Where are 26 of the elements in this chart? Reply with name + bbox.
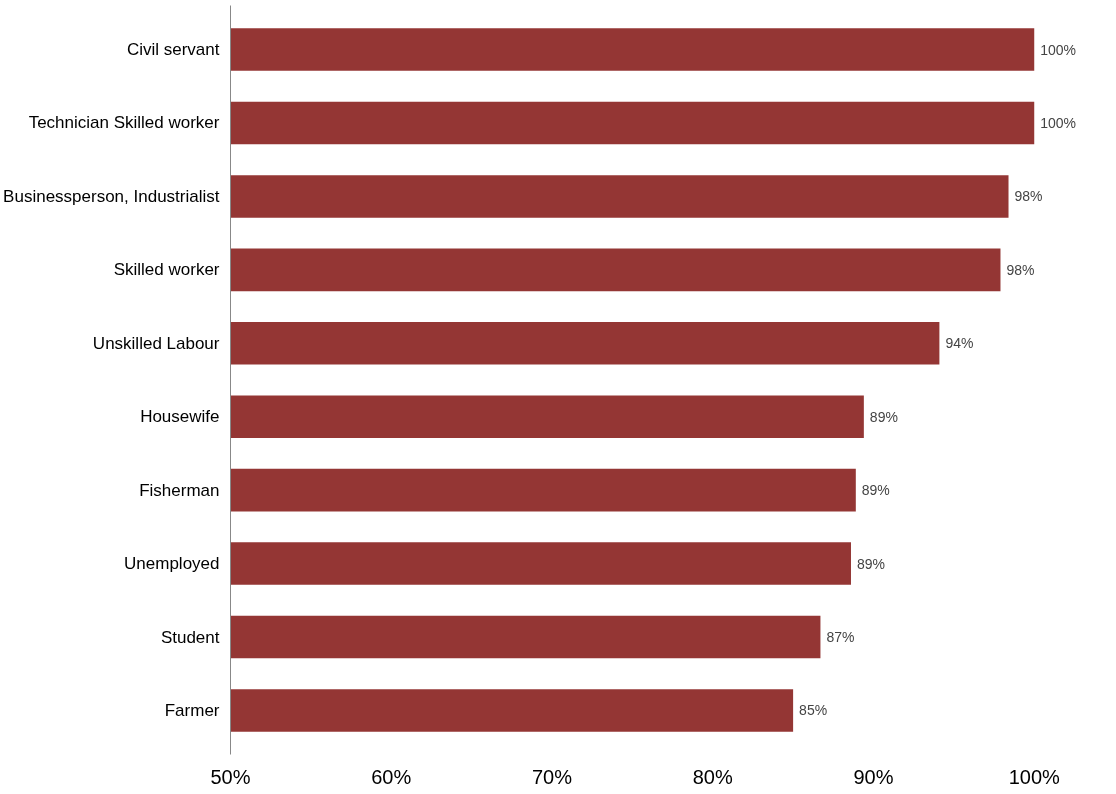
data-label: 100% — [1040, 114, 1077, 131]
data-label: 85% — [799, 702, 828, 719]
data-label: 98% — [1014, 188, 1043, 205]
data-label: 87% — [826, 629, 855, 646]
y-tick-label: Skilled worker — [113, 260, 220, 280]
x-tick-label: 80% — [692, 765, 733, 788]
data-label: 89% — [861, 482, 890, 499]
data-label: 94% — [945, 335, 974, 352]
y-tick-label: Unemployed — [124, 554, 220, 574]
data-label: 98% — [1006, 261, 1035, 278]
y-tick-label: Student — [160, 627, 220, 647]
y-tick-label: Businessperson, Industrialist — [3, 186, 220, 206]
data-label: 89% — [856, 555, 886, 572]
y-tick-label: Civil servant — [126, 40, 220, 60]
y-tick-label: Technician Skilled worker — [28, 113, 220, 133]
x-tick-label: 60% — [371, 765, 412, 788]
y-tick-label: Unskilled Labour — [92, 333, 220, 353]
data-label: 89% — [869, 408, 898, 425]
x-tick-label: 50% — [210, 765, 251, 788]
x-tick-label: 70% — [531, 765, 573, 788]
data-label: 100% — [1040, 41, 1077, 58]
y-tick-label: Farmer — [164, 700, 220, 720]
x-tick-label: 100% — [1008, 765, 1061, 788]
y-tick-label: Housewife — [140, 407, 220, 427]
y-tick-label: Fisherman — [139, 480, 220, 500]
x-tick-label: 90% — [853, 765, 894, 788]
